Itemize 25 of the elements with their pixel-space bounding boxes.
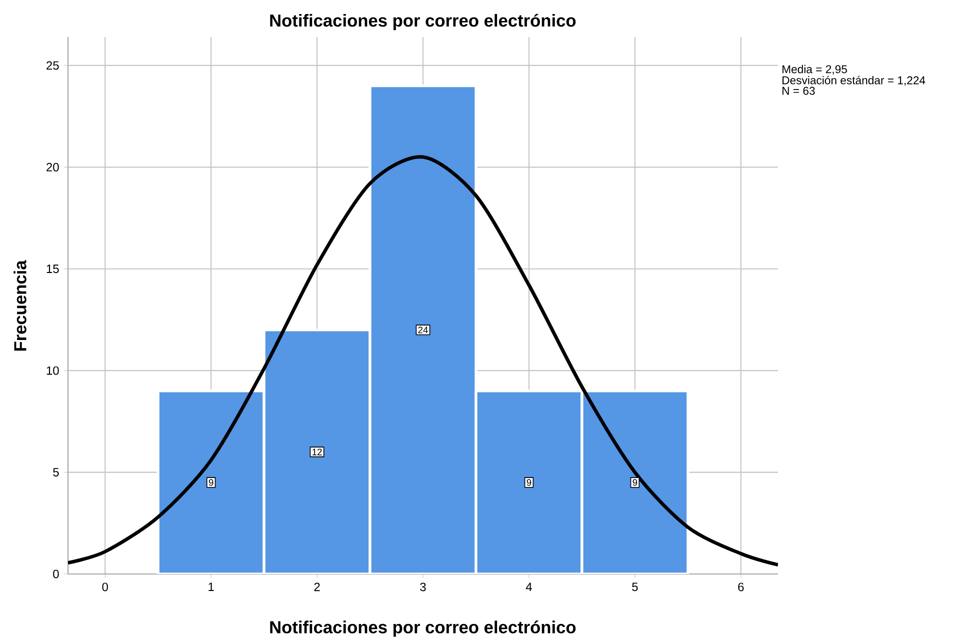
x-axis-title: Notificaciones por correo electrónico [270, 620, 576, 637]
data-label: 9 [632, 479, 638, 486]
text: N = 63 [782, 86, 815, 95]
text: Media = 2,95 [782, 64, 847, 75]
y-tick-label: 15 [46, 264, 59, 274]
y-axis-title: Frecuencia [14, 260, 26, 351]
data-label: 12 [312, 448, 322, 456]
x-tick-label: 6 [738, 582, 744, 592]
data-label: 24 [418, 326, 428, 334]
x-tick-label: 0 [102, 582, 108, 592]
data-label: 9 [208, 479, 214, 486]
data-label: 9 [526, 479, 532, 486]
x-tick-label: 5 [632, 582, 638, 592]
y-tick-label: 5 [53, 468, 59, 476]
line-series [68, 155, 778, 567]
x-tick-label: 4 [526, 582, 532, 591]
y-tick-label: 20 [46, 162, 59, 172]
y-tick-label: 0 [53, 570, 59, 578]
y-tick-label: 10 [46, 366, 59, 375]
x-tick-label: 1 [208, 582, 214, 591]
chart-title: Notificaciones por correo electrónico [270, 14, 576, 30]
y-tick-label: 25 [46, 61, 59, 70]
x-tick-label: 2 [314, 582, 320, 592]
x-tick-label: 3 [420, 582, 426, 592]
text: Desviación estándar = 1,224 [782, 76, 926, 86]
